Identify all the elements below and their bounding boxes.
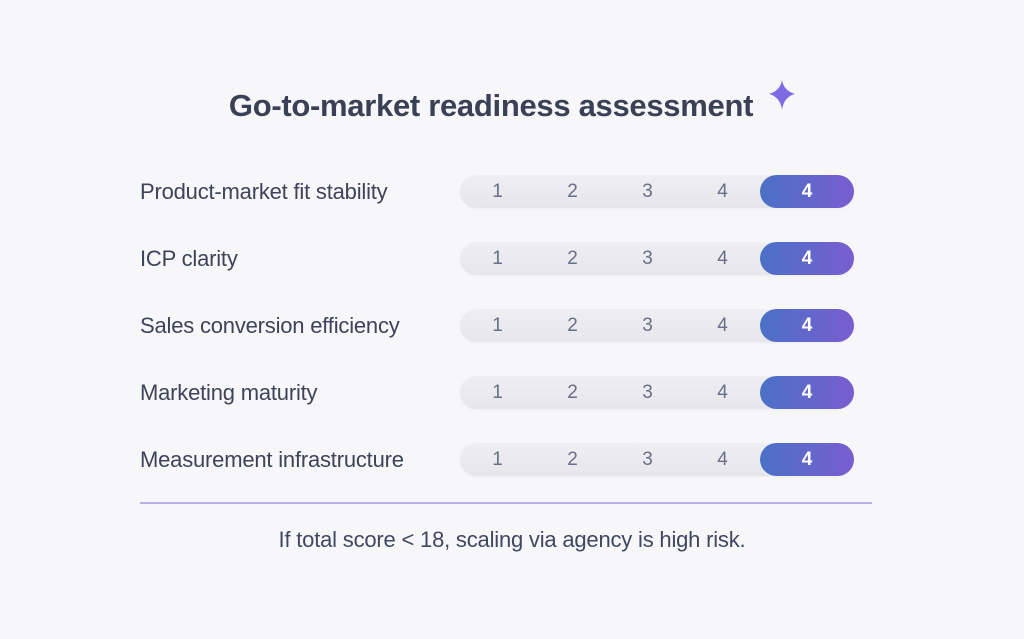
- page-title: Go-to-market readiness assessment: [228, 88, 754, 123]
- scale-option-3[interactable]: 3: [642, 448, 653, 470]
- scale-option-1[interactable]: 1: [492, 314, 503, 336]
- row-label: Measurement infrastructure: [140, 446, 404, 472]
- selected-score-pill[interactable]: 4: [760, 443, 854, 476]
- scale-option-1[interactable]: 1: [492, 381, 503, 403]
- assessment-row: Product-market fit stability 1 2 3 4 4: [140, 175, 872, 208]
- scale-option-4[interactable]: 4: [717, 381, 728, 403]
- scale-option-4[interactable]: 4: [717, 180, 728, 202]
- footer-divider: [140, 502, 872, 504]
- selected-score-pill[interactable]: 4: [760, 376, 854, 409]
- scale-option-1[interactable]: 1: [492, 448, 503, 470]
- assessment-row: Marketing maturity 1 2 3 4 4: [140, 376, 872, 409]
- header: Go-to-market readiness assessment: [0, 80, 1024, 124]
- scale-option-2[interactable]: 2: [567, 247, 578, 269]
- selected-score-pill[interactable]: 4: [760, 309, 854, 342]
- rating-scale[interactable]: 1 2 3 4 4: [460, 242, 854, 275]
- selected-score-pill[interactable]: 4: [760, 175, 854, 208]
- scale-option-3[interactable]: 3: [642, 247, 653, 269]
- scale-option-4[interactable]: 4: [717, 247, 728, 269]
- assessment-row: ICP clarity 1 2 3 4 4: [140, 242, 872, 275]
- scale-option-4[interactable]: 4: [717, 448, 728, 470]
- scale-option-2[interactable]: 2: [567, 180, 578, 202]
- row-label: Sales conversion efficiency: [140, 312, 400, 338]
- rating-scale[interactable]: 1 2 3 4 4: [460, 376, 854, 409]
- row-label: Marketing maturity: [140, 379, 318, 405]
- assessment-rows: Product-market fit stability 1 2 3 4 4 I…: [140, 175, 872, 510]
- assessment-row: Sales conversion efficiency 1 2 3 4 4: [140, 309, 872, 342]
- scale-option-4[interactable]: 4: [717, 314, 728, 336]
- row-label: Product-market fit stability: [140, 178, 388, 204]
- selected-score-pill[interactable]: 4: [760, 242, 854, 275]
- scale-option-2[interactable]: 2: [567, 381, 578, 403]
- scale-option-1[interactable]: 1: [492, 247, 503, 269]
- rating-scale[interactable]: 1 2 3 4 4: [460, 309, 854, 342]
- scale-option-3[interactable]: 3: [642, 381, 653, 403]
- footer-note: If total score < 18, scaling via agency …: [278, 527, 746, 552]
- rating-scale[interactable]: 1 2 3 4 4: [460, 443, 854, 476]
- row-label: ICP clarity: [140, 245, 238, 271]
- scale-option-3[interactable]: 3: [642, 180, 653, 202]
- scale-option-2[interactable]: 2: [567, 448, 578, 470]
- assessment-row: Measurement infrastructure 1 2 3 4 4: [140, 443, 872, 476]
- scale-option-1[interactable]: 1: [492, 180, 503, 202]
- sparkle-icon: [769, 80, 795, 110]
- scale-option-3[interactable]: 3: [642, 314, 653, 336]
- scale-option-2[interactable]: 2: [567, 314, 578, 336]
- rating-scale[interactable]: 1 2 3 4 4: [460, 175, 854, 208]
